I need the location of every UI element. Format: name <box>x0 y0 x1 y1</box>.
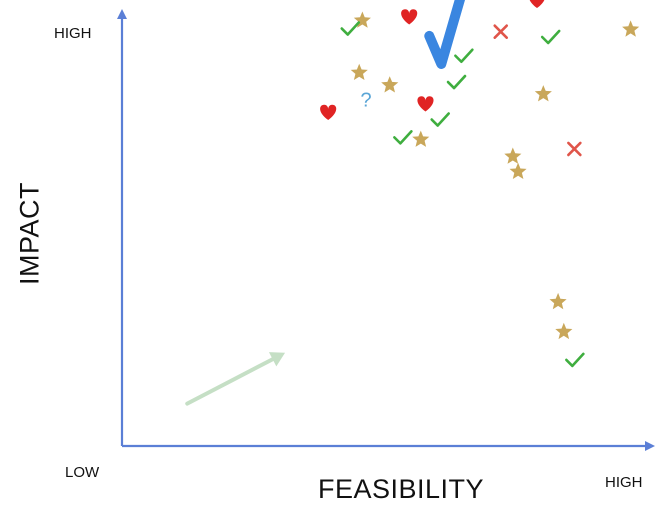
star-marker <box>534 85 552 102</box>
star-marker <box>555 322 573 340</box>
heart-marker <box>529 0 545 8</box>
check-marker <box>454 48 474 64</box>
green-arrow-annotation <box>185 352 286 406</box>
x-axis-arrowhead <box>645 441 655 451</box>
check-marker <box>393 130 413 145</box>
check-marker <box>446 74 467 90</box>
origin-low-label: LOW <box>65 464 100 481</box>
cross-marker <box>493 24 509 39</box>
star-marker <box>549 292 567 310</box>
y-axis-arrowhead <box>117 9 127 19</box>
check-marker <box>565 352 585 368</box>
check-marker <box>540 29 561 45</box>
star-marker <box>353 11 371 28</box>
large-checkmark-annotation <box>424 0 465 69</box>
star-marker <box>350 63 368 80</box>
cross-marker <box>567 141 582 157</box>
check-marker <box>430 112 451 127</box>
star-marker <box>504 147 522 164</box>
x-axis-title: FEASIBILITY <box>318 474 485 504</box>
star-marker <box>622 20 640 37</box>
y-axis-high-label: HIGH <box>54 25 92 42</box>
x-axis-high-label: HIGH <box>605 474 643 491</box>
star-marker <box>412 130 430 147</box>
y-axis-title: IMPACT <box>14 182 45 285</box>
question-marker: ? <box>361 89 372 111</box>
check-marker <box>340 21 361 36</box>
heart-marker <box>417 96 434 112</box>
y-axis-title-wrap: IMPACT <box>0 176 60 296</box>
star-marker <box>509 162 527 179</box>
heart-marker <box>401 9 418 25</box>
heart-marker <box>320 104 337 120</box>
star-marker <box>381 76 399 93</box>
